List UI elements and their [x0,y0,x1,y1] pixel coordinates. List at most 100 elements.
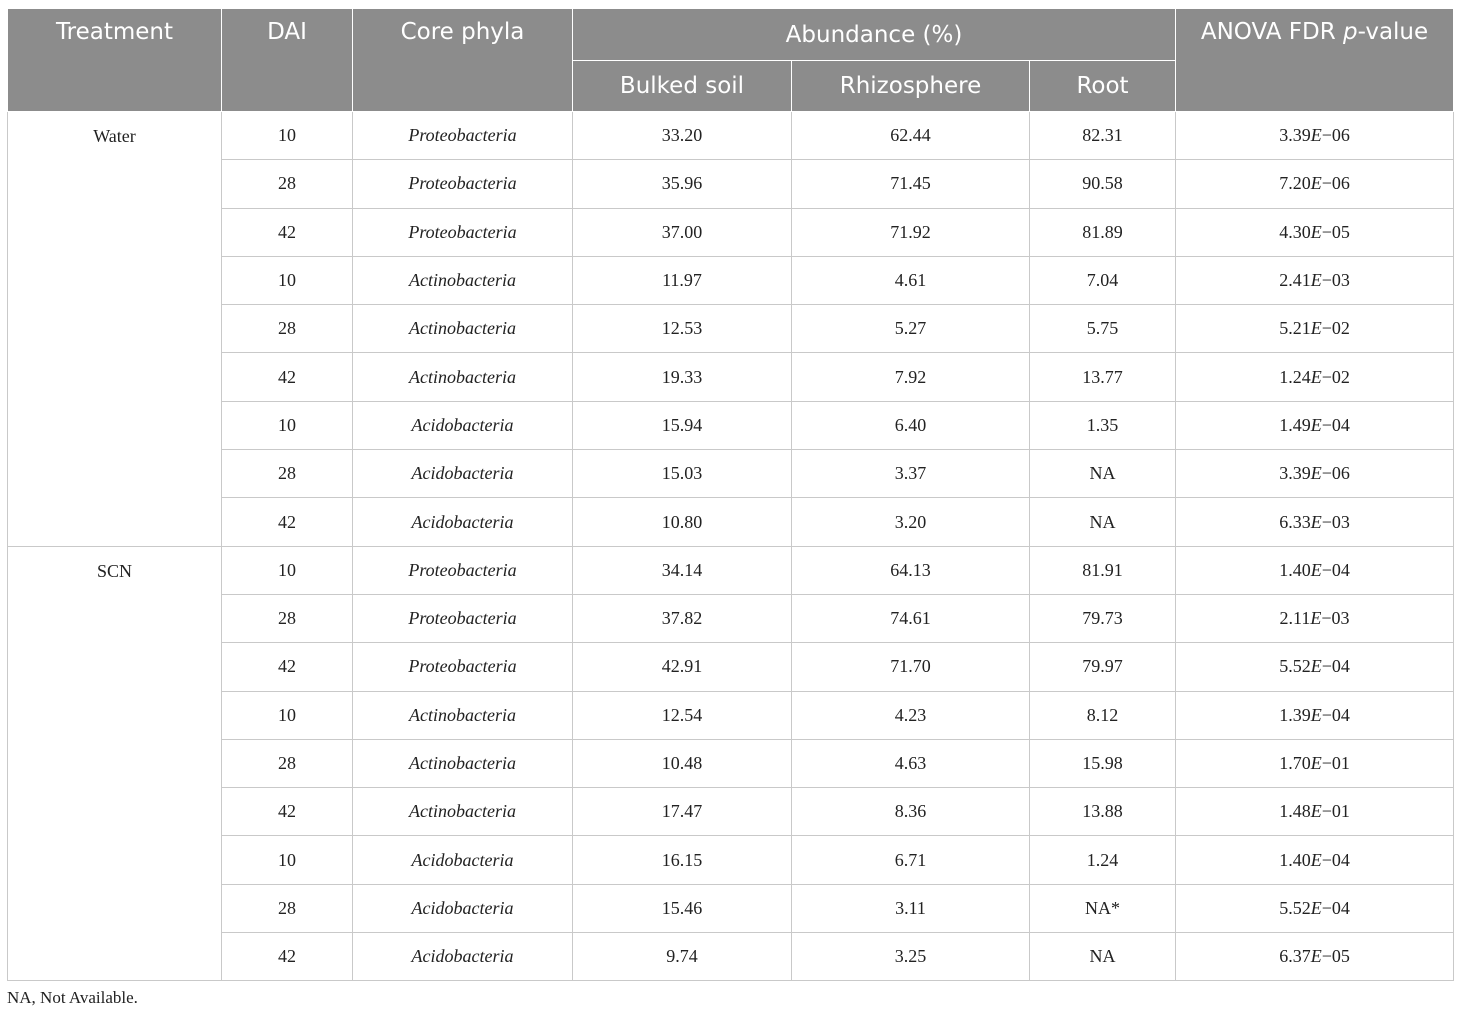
p-value-e: E [1310,608,1322,629]
p-value-cell: 4.30E−05 [1175,207,1455,257]
bulked-soil-cell: 11.97 [572,255,792,306]
p-value-exponent: −03 [1321,608,1350,629]
p-value-cell: 3.39E−06 [1175,449,1455,499]
p-value-e: E [1310,511,1322,532]
phylum-cell: Proteobacteria [352,110,573,161]
p-value-mantissa: 2.41 [1279,270,1311,291]
p-value-exponent: −04 [1321,849,1350,870]
bulked-soil-cell: 10.48 [572,738,792,789]
dai-cell: 42 [221,787,353,837]
table-footnote: NA, Not Available. [7,988,138,1007]
header-bulked-soil: Bulked soil [572,60,792,112]
table-row: 10 Acidobacteria 16.15 6.71 1.24 1.40E−04 [8,835,1455,885]
rhizosphere-cell: 71.70 [791,642,1030,692]
p-value-mantissa: 3.39 [1279,463,1311,484]
header-root: Root [1028,60,1177,112]
table-row: 10 Actinobacteria 11.97 4.61 7.04 2.41E−03 [8,255,1455,306]
p-value-exponent: −05 [1321,221,1350,242]
table-row: 42 Actinobacteria 17.47 8.36 13.88 1.48E−01 [8,787,1455,837]
table-row: 28 Acidobacteria 15.03 3.37 NA 3.39E−06 [8,449,1455,499]
p-value-exponent: −01 [1321,801,1350,822]
bulked-soil-cell: 33.20 [572,110,792,161]
root-cell: 13.77 [1028,352,1177,402]
bulked-soil-cell: 19.33 [572,352,792,402]
bulked-soil-cell: 12.53 [572,304,792,354]
bulked-soil-cell: 34.14 [572,545,792,595]
abundance-table: Treatment DAI Core phyla Abundance (%) A… [7,8,1455,982]
rhizosphere-cell: 3.11 [791,883,1030,934]
table-row: 28 Actinobacteria 12.53 5.27 5.75 5.21E−02 [8,304,1455,354]
bulked-soil-cell: 37.00 [572,207,792,257]
table-row: 42 Proteobacteria 37.00 71.92 81.89 4.30E−05 [8,207,1455,257]
table-row: SCN 10 Proteobacteria 34.14 64.13 81.91 1.40E−… [7,545,1455,982]
p-value-e: E [1310,221,1322,242]
rhizosphere-cell: 8.36 [791,787,1030,837]
phylum-cell: Proteobacteria [352,159,573,209]
table-row: 28 Proteobacteria 37.82 74.61 79.73 2.11E−03 [8,593,1455,644]
p-value-mantissa: 1.70 [1279,753,1311,773]
root-cell: NA* [1028,883,1177,934]
header-anova-p: p [1343,19,1358,45]
dai-cell: 28 [221,159,353,209]
dai-cell: 10 [221,545,353,595]
p-value-mantissa: 5.52 [1279,897,1311,918]
header-anova-suffix: -value [1357,19,1429,45]
header-core-phyla: Core phyla [352,8,573,112]
root-cell: NA [1028,449,1177,499]
rhizosphere-cell: 74.61 [791,593,1030,644]
dai-cell: 42 [221,642,353,692]
p-value-e: E [1310,656,1322,677]
rhizosphere-cell: 7.92 [791,352,1030,402]
p-value-mantissa: 1.39 [1279,704,1311,725]
dai-cell: 10 [221,255,353,306]
rhizosphere-cell: 5.27 [791,304,1030,354]
table-row: 28 Acidobacteria 15.46 3.11 NA* 5.52E−04 [8,883,1455,934]
p-value-e: E [1310,801,1322,822]
p-value-mantissa: 1.40 [1279,849,1311,870]
p-value-exponent: −06 [1321,463,1350,484]
table-row: 42 Acidobacteria 9.74 3.25 NA 6.37E−05 [8,932,1455,982]
header-anova-prefix: ANOVA FDR [1200,19,1344,45]
p-value-exponent: −04 [1321,414,1350,435]
p-value-e: E [1310,704,1322,725]
p-value-exponent: −04 [1321,704,1350,725]
phylum-cell: Acidobacteria [352,835,573,885]
phylum-cell: Acidobacteria [352,932,573,982]
rhizosphere-cell: 3.20 [791,497,1030,547]
p-value-e: E [1310,366,1322,387]
p-value-cell: 1.48E−01 [1175,787,1455,837]
dai-cell: 28 [221,593,353,644]
p-value-exponent: −06 [1321,173,1350,194]
p-value-exponent: −06 [1321,125,1350,146]
p-value-exponent: −03 [1321,511,1350,532]
root-cell: 13.88 [1028,787,1177,837]
table-row: 42 Actinobacteria 19.33 7.92 13.77 1.24E−02 [8,352,1455,402]
bulked-soil-cell: 10.80 [572,497,792,547]
p-value-e: E [1310,270,1322,291]
p-value-exponent: −01 [1321,753,1350,773]
p-value-mantissa: 5.21 [1279,318,1311,339]
rhizosphere-cell: 64.13 [791,545,1030,595]
rhizosphere-cell: 71.45 [791,159,1030,209]
root-cell: 5.75 [1028,304,1177,354]
p-value-e: E [1310,849,1322,870]
treatment-cell: Water [7,111,222,547]
dai-cell: 42 [221,497,353,547]
table-row: 10 Actinobacteria 12.54 4.23 8.12 1.39E−04 [8,690,1455,740]
dai-cell: 28 [221,738,353,789]
root-cell: 82.31 [1028,110,1177,161]
phylum-cell: Actinobacteria [352,738,573,789]
root-cell: NA [1028,497,1177,547]
dai-cell: 28 [221,883,353,934]
bulked-soil-cell: 15.94 [572,400,792,451]
rhizosphere-cell: 6.71 [791,835,1030,885]
dai-cell: 10 [221,690,353,740]
p-value-e: E [1310,125,1322,146]
p-value-cell: 3.39E−06 [1175,110,1455,161]
p-value-mantissa: 1.24 [1279,366,1311,387]
p-value-cell: 6.33E−03 [1175,497,1455,547]
table-row: 28 Actinobacteria 10.48 4.63 15.98 1.70E−01 [8,738,1455,789]
phylum-cell: Actinobacteria [352,255,573,306]
p-value-exponent: −02 [1321,366,1350,387]
p-value-exponent: −02 [1321,318,1350,339]
